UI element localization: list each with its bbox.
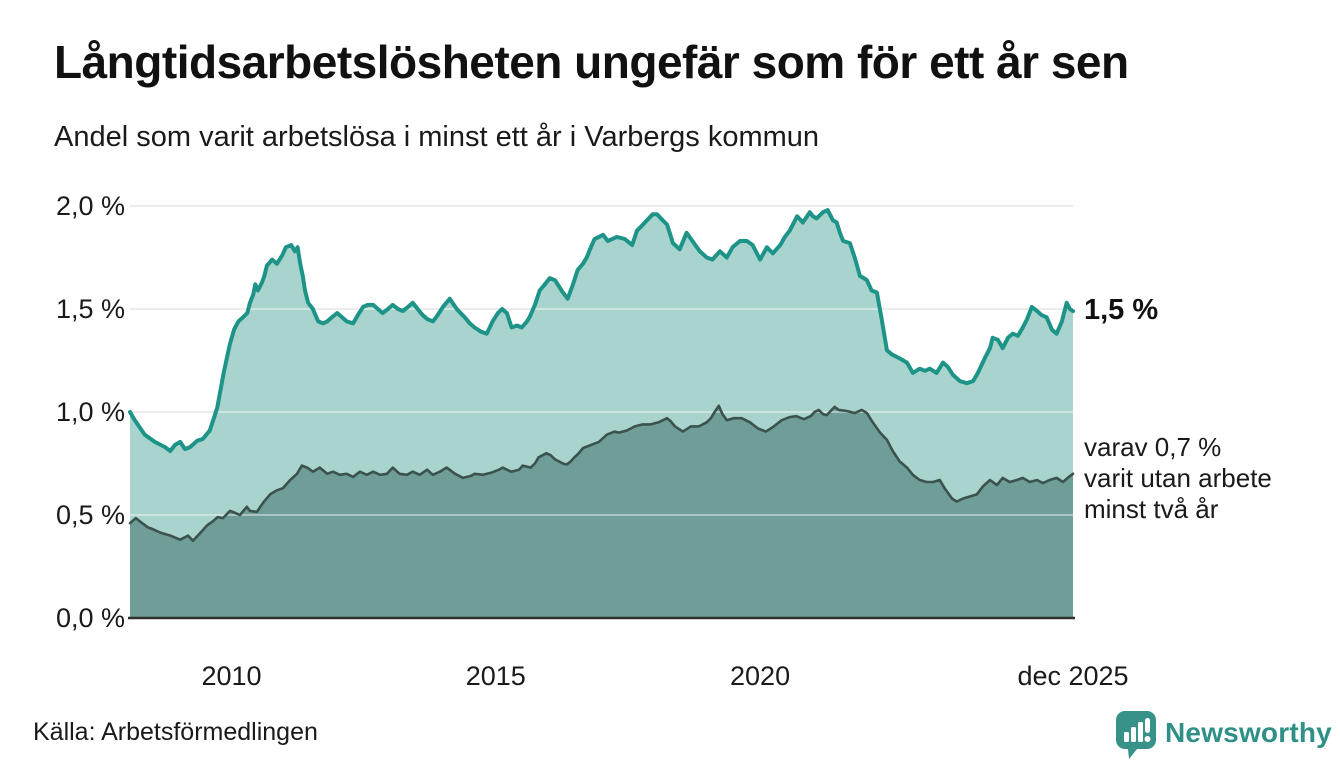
y-axis-label-2: 1,0 % xyxy=(55,397,125,427)
x-axis-label-0: 2010 xyxy=(201,661,262,691)
newsworthy-wordmark: Newsworthy xyxy=(1165,717,1332,748)
series-end-label-primary: 1,5 % xyxy=(1084,294,1159,326)
annotation-line-3: minst två år xyxy=(1084,494,1219,524)
source-text: Källa: Arbetsförmedlingen xyxy=(33,718,318,746)
x-axis-label-1: 2015 xyxy=(465,661,526,691)
series-end-label-secondary: varav 0,7 % varit utan arbete minst två … xyxy=(1084,432,1272,525)
x-axis-label-3: dec 2025 xyxy=(1017,661,1129,691)
y-axis-label-0: 2,0 % xyxy=(55,191,125,221)
page-title: Långtidsarbetslösheten ungefär som för e… xyxy=(54,36,1129,88)
x-axis-label-2: 2020 xyxy=(730,661,791,691)
newsworthy-logo: Newsworthy xyxy=(1115,710,1332,760)
chart-subtitle: Andel som varit arbetslösa i minst ett å… xyxy=(54,121,820,153)
newsworthy-icon xyxy=(1116,711,1156,759)
y-axis-label-4: 0,0 % xyxy=(55,603,125,633)
annotation-line-1: varav 0,7 % xyxy=(1084,432,1222,462)
y-axis-label-1: 1,5 % xyxy=(55,294,125,324)
y-axis-label-3: 0,5 % xyxy=(55,500,125,530)
annotation-line-2: varit utan arbete xyxy=(1084,463,1272,493)
